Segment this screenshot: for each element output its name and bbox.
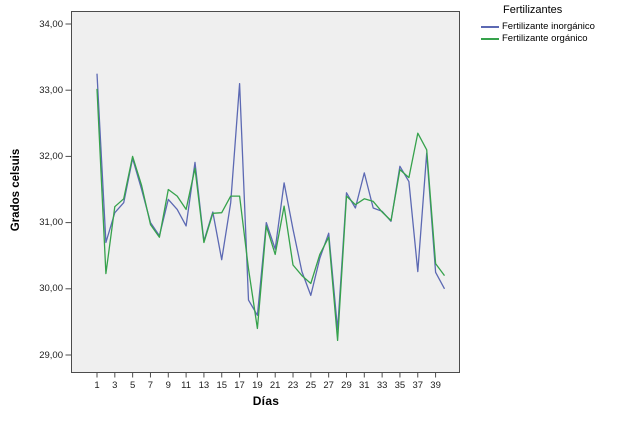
y-tick-label: 30,00 bbox=[39, 283, 63, 295]
x-tick-label: 23 bbox=[287, 380, 299, 391]
x-tick-label: 35 bbox=[394, 380, 406, 391]
legend-item-organico: Fertilizante orgánico bbox=[481, 33, 623, 44]
y-tick-label: 34,00 bbox=[39, 18, 63, 30]
y-axis-title: Grados celsuis bbox=[10, 148, 22, 232]
legend: Fertilizantes Fertilizante inorgánico Fe… bbox=[481, 4, 623, 45]
x-tick-label: 33 bbox=[376, 380, 388, 391]
x-tick-label: 17 bbox=[234, 380, 245, 391]
legend-swatch-inorganico-line-icon bbox=[481, 25, 499, 28]
legend-title: Fertilizantes bbox=[503, 4, 563, 16]
x-tick-label: 27 bbox=[323, 380, 334, 391]
y-tick-label: 33,00 bbox=[39, 84, 63, 96]
x-tick-label: 11 bbox=[181, 380, 192, 391]
legend-label-inorganico: Fertilizante inorgánico bbox=[502, 21, 595, 32]
y-tick-label: 31,00 bbox=[39, 217, 63, 229]
y-tick-label: 32,00 bbox=[39, 150, 63, 162]
x-tick-label: 1 bbox=[94, 380, 100, 391]
series-line-organico bbox=[96, 88, 446, 342]
x-tick-label: 9 bbox=[165, 380, 171, 391]
legend-label-organico: Fertilizante orgánico bbox=[502, 33, 588, 44]
x-tick-label: 3 bbox=[112, 380, 118, 391]
x-tick-label: 7 bbox=[147, 380, 154, 391]
x-axis-title: Días bbox=[252, 394, 280, 408]
x-tick-label: 29 bbox=[341, 380, 352, 391]
plot-area bbox=[71, 11, 460, 373]
x-tick-label: 19 bbox=[252, 380, 263, 391]
x-tick-label: 15 bbox=[216, 380, 228, 391]
x-tick-label: 13 bbox=[198, 380, 210, 391]
x-tick-label: 39 bbox=[430, 380, 441, 391]
legend-item-inorganico: Fertilizante inorgánico bbox=[481, 21, 623, 32]
x-tick-label: 37 bbox=[412, 380, 424, 391]
x-tick-label: 25 bbox=[305, 380, 317, 391]
legend-swatch-organico-line-icon bbox=[481, 37, 499, 40]
x-tick-label: 21 bbox=[269, 380, 281, 391]
y-tick-label: 29,00 bbox=[39, 349, 63, 361]
x-tick-label: 5 bbox=[129, 380, 136, 391]
x-tick-label: 31 bbox=[359, 380, 370, 391]
